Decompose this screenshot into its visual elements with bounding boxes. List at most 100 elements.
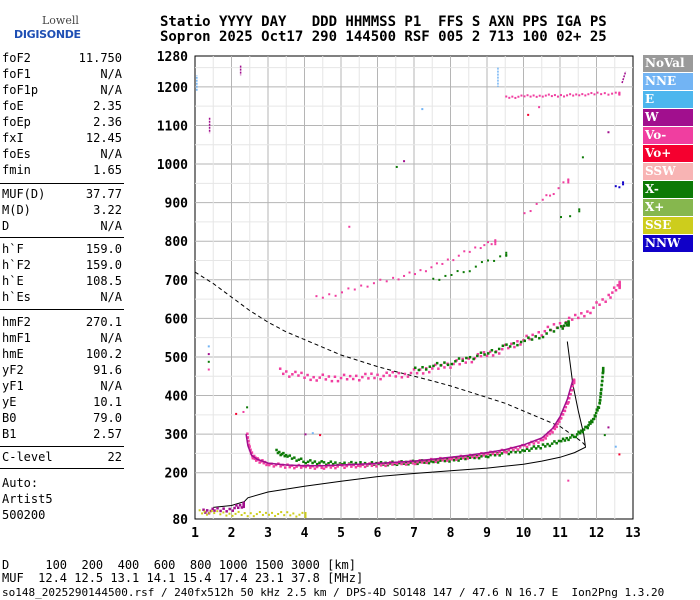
sse-mark <box>280 511 283 514</box>
sse-mark <box>271 511 274 514</box>
o-trace-mark <box>561 413 565 416</box>
legend-entry: Vo+ <box>643 145 693 162</box>
x-trace-2hop-mark <box>479 351 483 354</box>
x-trace-mark <box>423 461 426 464</box>
o-trace-2hop-mark <box>618 283 621 287</box>
x-trace-mark <box>599 392 603 395</box>
param-value: 1.65 <box>93 163 122 177</box>
o-trace-2hop-mark <box>351 377 355 381</box>
o-trace-2hop-mark <box>488 350 492 354</box>
x-trace-2hop-mark <box>545 332 548 335</box>
x-trace-mark <box>557 439 561 443</box>
param-key: foE <box>2 99 24 113</box>
sse-mark <box>243 512 246 515</box>
trace-1180-mark <box>607 93 610 96</box>
nnw-upper-mark <box>614 185 617 188</box>
noise-mark <box>581 156 584 159</box>
x-trace-mark <box>350 460 353 464</box>
separator <box>0 309 124 310</box>
o-trace-mark <box>414 462 417 466</box>
e-layer-mark <box>233 506 236 510</box>
x-trace-mark <box>484 455 488 458</box>
o-trace-2hop-mark <box>612 286 616 289</box>
x-trace-mark <box>275 448 278 452</box>
x-trace-mark <box>318 461 321 465</box>
o-trace-mark <box>356 464 360 467</box>
x-trace-mark <box>518 451 522 454</box>
param-key: fxI <box>2 131 24 145</box>
sse-mark <box>292 512 295 515</box>
o-trace-2hop-mark <box>379 377 382 381</box>
x-trace-mark <box>599 395 602 399</box>
noise-mark <box>207 368 210 371</box>
x-trace-mark <box>288 454 292 457</box>
trace-1180-mark <box>517 95 520 98</box>
o-trace-mark <box>325 465 328 469</box>
o-trace-2hop-mark <box>618 282 621 285</box>
x-trace-upper-mark <box>578 208 581 211</box>
o-trace-mark <box>505 451 508 454</box>
e-layer-mark <box>242 504 245 508</box>
noise-mark <box>348 225 351 228</box>
legend-entry: SSE <box>643 217 693 234</box>
e-layer-mark <box>222 507 225 510</box>
y-tick-label: 200 <box>165 467 189 482</box>
x-trace-mark <box>597 406 601 410</box>
o-trace-2hop-mark <box>291 373 294 376</box>
x-trace-2hop-mark <box>538 336 541 340</box>
digisonde-logo: Lowell DIGISONDE <box>4 4 81 44</box>
o-trace-2hop-mark <box>609 296 612 299</box>
o-trace-2hop-mark <box>464 361 467 364</box>
param-row: M(D) 3.22 <box>0 202 126 218</box>
o-trace-2hop-mark <box>385 371 388 375</box>
o-trace-mark <box>259 460 263 463</box>
o-trace-3hop-mark <box>430 266 433 269</box>
o-trace-2hop-mark <box>519 343 522 346</box>
x-tick-label: 4 <box>301 526 309 541</box>
o-trace-upper-mark <box>529 210 532 213</box>
x-trace-2hop-mark <box>565 323 569 327</box>
x-trace-mark <box>359 461 362 464</box>
x-trace-mark <box>525 447 529 450</box>
trace-1180-mark <box>560 94 562 97</box>
param-value: N/A <box>100 331 122 345</box>
o-trace-mark <box>571 384 574 388</box>
o-trace-2hop-mark <box>333 375 337 379</box>
sse-mark <box>304 511 307 514</box>
o-trace-mark <box>516 448 520 451</box>
o-trace-2hop-mark <box>449 366 452 369</box>
header-line-1: Statio YYYY DAY DDD HHMMSS P1 FFS S AXN … <box>160 14 607 30</box>
o-trace-mark <box>569 392 572 396</box>
x-trace-mark <box>574 435 578 439</box>
x-trace-mark <box>313 460 317 463</box>
o-trace-upper-mark <box>557 187 560 190</box>
x-trace-2hop-mark <box>435 361 439 365</box>
y-tick-label: 1100 <box>157 119 188 134</box>
sse-mark <box>304 513 307 516</box>
x-trace-2hop-mark <box>450 362 453 366</box>
x-trace-mark <box>537 445 540 448</box>
o-trace-2hop-mark <box>598 303 601 306</box>
y-tick-label: 500 <box>165 351 189 366</box>
param-row: h`Es N/A <box>0 289 126 305</box>
o-trace-2hop-mark <box>558 322 562 325</box>
o-trace-2hop-mark <box>406 375 410 378</box>
o-trace-mark <box>455 458 458 461</box>
sse-mark <box>264 511 267 514</box>
o-trace-mark <box>309 466 312 470</box>
x-trace-mark <box>363 461 367 465</box>
sse-mark <box>255 513 258 516</box>
o-trace-upper-mark <box>535 202 538 205</box>
o-trace-3hop-mark <box>341 291 343 294</box>
noise-mark <box>607 131 610 134</box>
x-trace-2hop-mark <box>465 356 468 360</box>
e-layer-mark <box>219 509 222 513</box>
sse-mark <box>201 512 204 515</box>
x-trace-mark <box>293 456 296 459</box>
o-trace-2hop-mark <box>427 370 431 374</box>
param-value: 91.6 <box>93 363 122 377</box>
x-trace-mark <box>402 462 406 465</box>
param-key: foF1p <box>2 83 39 97</box>
o-trace-2hop-mark <box>306 373 309 377</box>
o-trace-3hop-mark <box>457 254 460 257</box>
